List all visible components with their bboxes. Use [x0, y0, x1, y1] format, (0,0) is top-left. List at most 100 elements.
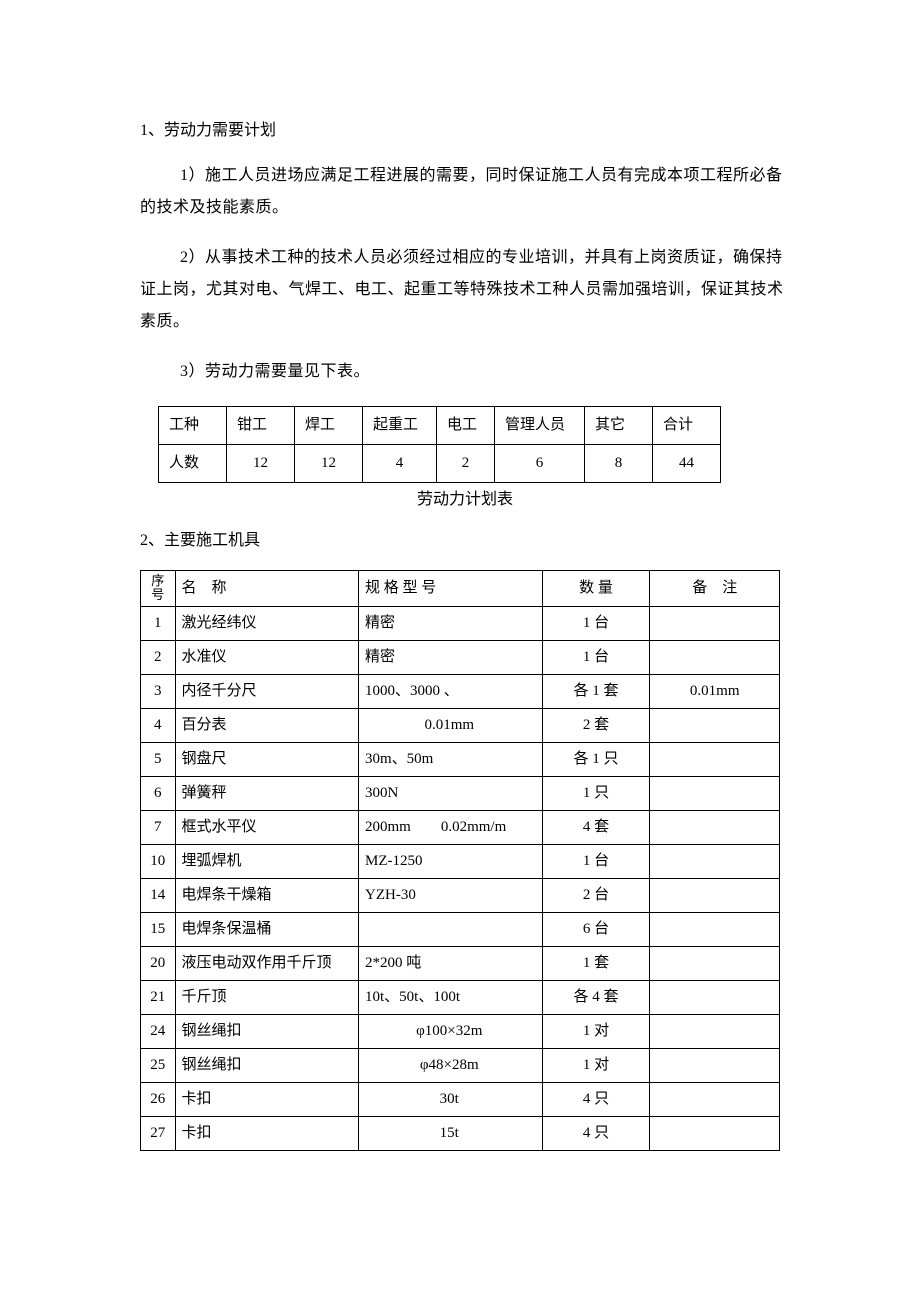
equip-note-cell — [650, 1116, 780, 1150]
equip-qty-cell: 4 套 — [542, 810, 650, 844]
labor-table-header-cell: 焊工 — [295, 407, 363, 445]
section1-p3: 3）劳动力需要量见下表。 — [140, 356, 790, 388]
col-header-spec: 规 格 型 号 — [359, 571, 542, 607]
equip-num-cell: 14 — [141, 878, 176, 912]
equip-qty-cell: 1 台 — [542, 844, 650, 878]
equip-note-cell — [650, 946, 780, 980]
labor-table-value-cell: 12 — [227, 445, 295, 483]
equip-note-cell — [650, 1014, 780, 1048]
equip-qty-cell: 1 套 — [542, 946, 650, 980]
labor-table-value-cell: 2 — [437, 445, 495, 483]
table-row: 27卡扣15t4 只 — [141, 1116, 780, 1150]
equip-name-cell: 钢丝绳扣 — [175, 1048, 358, 1082]
equip-qty-cell: 1 对 — [542, 1014, 650, 1048]
equip-note-cell — [650, 810, 780, 844]
table-row: 1激光经纬仪精密1 台 — [141, 606, 780, 640]
table-row: 21千斤顶10t、50t、100t各 4 套 — [141, 980, 780, 1014]
equip-qty-cell: 4 只 — [542, 1116, 650, 1150]
section1-heading: 1、劳动力需要计划 — [140, 120, 790, 142]
equip-spec-cell — [359, 912, 542, 946]
col-header-num: 序号 — [141, 571, 176, 607]
labor-table-value-cell: 4 — [363, 445, 437, 483]
equip-num-cell: 20 — [141, 946, 176, 980]
equip-spec-cell: 精密 — [359, 640, 542, 674]
equip-qty-cell: 2 套 — [542, 708, 650, 742]
section1-p2: 2）从事技术工种的技术人员必须经过相应的专业培训，并具有上岗资质证，确保持证上岗… — [140, 242, 790, 338]
equip-note-cell — [650, 878, 780, 912]
equip-name-cell: 框式水平仪 — [175, 810, 358, 844]
table-row: 4百分表0.01mm2 套 — [141, 708, 780, 742]
equip-note-cell — [650, 912, 780, 946]
equip-num-cell: 10 — [141, 844, 176, 878]
equip-name-cell: 钢丝绳扣 — [175, 1014, 358, 1048]
equip-name-cell: 电焊条保温桶 — [175, 912, 358, 946]
equip-spec-cell: 300N — [359, 776, 542, 810]
table-row: 3内径千分尺1000、3000 、各 1 套0.01mm — [141, 674, 780, 708]
equip-spec-cell: 30m、50m — [359, 742, 542, 776]
equip-qty-cell: 1 台 — [542, 640, 650, 674]
equip-spec-cell: YZH-30 — [359, 878, 542, 912]
section2-heading: 2、主要施工机具 — [140, 530, 790, 552]
equip-num-cell: 15 — [141, 912, 176, 946]
equip-num-cell: 2 — [141, 640, 176, 674]
table-row: 6弹簧秤300N1 只 — [141, 776, 780, 810]
equip-name-cell: 液压电动双作用千斤顶 — [175, 946, 358, 980]
equip-note-cell — [650, 776, 780, 810]
equip-qty-cell: 1 对 — [542, 1048, 650, 1082]
equip-qty-cell: 各 1 只 — [542, 742, 650, 776]
equip-name-cell: 百分表 — [175, 708, 358, 742]
table-row: 24钢丝绳扣φ100×32m1 对 — [141, 1014, 780, 1048]
labor-table-value-cell: 44 — [653, 445, 721, 483]
equip-qty-cell: 1 只 — [542, 776, 650, 810]
equip-spec-cell: φ48×28m — [359, 1048, 542, 1082]
equip-num-cell: 27 — [141, 1116, 176, 1150]
equip-name-cell: 水准仪 — [175, 640, 358, 674]
equip-num-cell: 26 — [141, 1082, 176, 1116]
equip-qty-cell: 各 4 套 — [542, 980, 650, 1014]
labor-table-value-cell: 8 — [585, 445, 653, 483]
equip-num-cell: 3 — [141, 674, 176, 708]
equip-qty-cell: 2 台 — [542, 878, 650, 912]
equip-note-cell — [650, 1082, 780, 1116]
equip-num-cell: 4 — [141, 708, 176, 742]
equip-name-cell: 千斤顶 — [175, 980, 358, 1014]
labor-table-header-cell: 其它 — [585, 407, 653, 445]
equip-qty-cell: 6 台 — [542, 912, 650, 946]
equip-note-cell — [650, 742, 780, 776]
labor-table-value-cell: 6 — [495, 445, 585, 483]
equipment-table: 序号 名 称 规 格 型 号 数 量 备 注 1激光经纬仪精密1 台2水准仪精密… — [140, 570, 780, 1151]
table-row: 26卡扣30t4 只 — [141, 1082, 780, 1116]
table-row: 工种钳工焊工起重工电工管理人员其它合计 — [159, 407, 721, 445]
col-header-qty: 数 量 — [542, 571, 650, 607]
equip-note-cell — [650, 980, 780, 1014]
equip-spec-cell: MZ-1250 — [359, 844, 542, 878]
equip-spec-cell: 1000、3000 、 — [359, 674, 542, 708]
equip-spec-cell: 0.01mm — [359, 708, 542, 742]
equip-num-cell: 6 — [141, 776, 176, 810]
labor-table: 工种钳工焊工起重工电工管理人员其它合计 人数1212426844 — [158, 406, 721, 483]
equip-qty-cell: 各 1 套 — [542, 674, 650, 708]
equip-name-cell: 卡扣 — [175, 1082, 358, 1116]
equip-name-cell: 激光经纬仪 — [175, 606, 358, 640]
equip-num-cell: 1 — [141, 606, 176, 640]
equip-note-cell: 0.01mm — [650, 674, 780, 708]
equip-name-cell: 电焊条干燥箱 — [175, 878, 358, 912]
table-row: 人数1212426844 — [159, 445, 721, 483]
table-row: 15电焊条保温桶 6 台 — [141, 912, 780, 946]
table-row: 20液压电动双作用千斤顶2*200 吨1 套 — [141, 946, 780, 980]
table-row: 2水准仪精密1 台 — [141, 640, 780, 674]
equip-spec-cell: φ100×32m — [359, 1014, 542, 1048]
equip-note-cell — [650, 606, 780, 640]
equip-name-cell: 内径千分尺 — [175, 674, 358, 708]
equip-spec-cell: 精密 — [359, 606, 542, 640]
labor-table-header-cell: 合计 — [653, 407, 721, 445]
labor-table-header-cell: 电工 — [437, 407, 495, 445]
equip-qty-cell: 4 只 — [542, 1082, 650, 1116]
equip-spec-cell: 2*200 吨 — [359, 946, 542, 980]
equip-note-cell — [650, 844, 780, 878]
equip-num-cell: 25 — [141, 1048, 176, 1082]
labor-table-header-cell: 钳工 — [227, 407, 295, 445]
labor-table-header-cell: 管理人员 — [495, 407, 585, 445]
equip-spec-cell: 30t — [359, 1082, 542, 1116]
section1-p1: 1）施工人员进场应满足工程进展的需要，同时保证施工人员有完成本项工程所必备的技术… — [140, 160, 790, 224]
